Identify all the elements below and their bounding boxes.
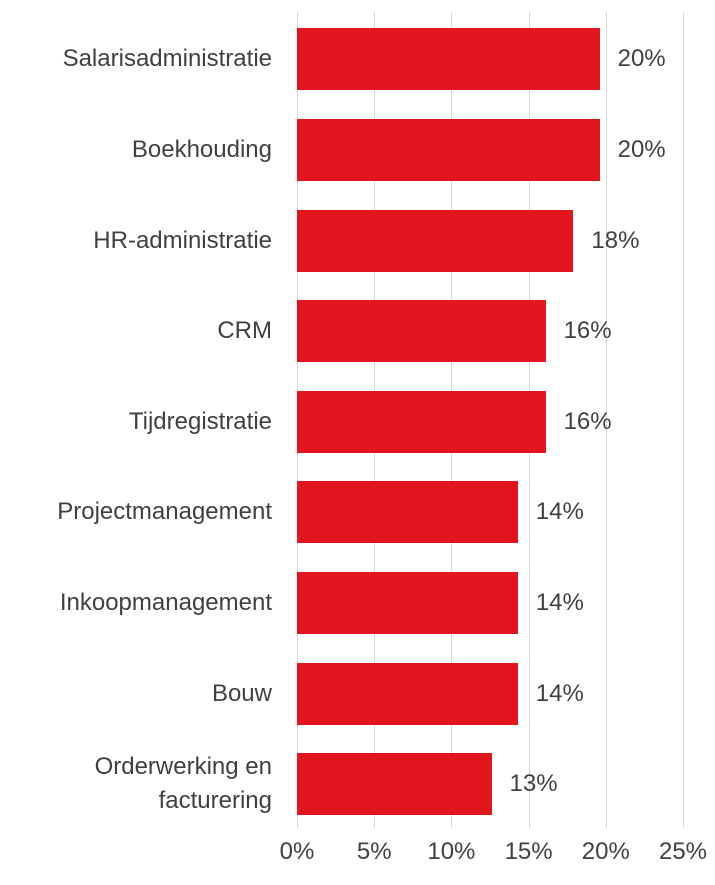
data-label: 18% <box>591 226 640 254</box>
x-tick-label: 15% <box>504 838 553 865</box>
x-tick-label: 5% <box>356 838 392 865</box>
bar <box>297 390 546 453</box>
data-label: 20% <box>617 45 666 73</box>
bar <box>297 571 518 634</box>
x-tick-label: 20% <box>581 838 630 865</box>
y-tick-label: Orderwerking en facturering <box>94 753 272 815</box>
data-label: 16% <box>563 407 612 435</box>
y-tick-label: Projectmanagement <box>57 498 272 526</box>
y-tick-label: Tijdregistratie <box>128 407 272 435</box>
bar <box>297 118 600 181</box>
y-tick-label: Inkoopmanagement <box>59 588 272 616</box>
y-tick-label: HR-administratie <box>93 226 272 254</box>
x-tick-label: 25% <box>658 838 708 865</box>
data-label: 20% <box>617 135 666 163</box>
bar <box>297 481 518 544</box>
bar <box>297 753 492 816</box>
x-tick-label: 0% <box>279 838 315 865</box>
bar <box>297 28 600 91</box>
grid-line <box>683 12 684 828</box>
bar <box>297 209 574 272</box>
grid-line <box>605 12 607 828</box>
bar <box>297 300 546 363</box>
y-tick-label: Bouw <box>211 679 272 707</box>
data-label: 14% <box>535 588 584 616</box>
data-label: 14% <box>535 498 584 526</box>
bar <box>297 662 518 725</box>
x-tick-label: 10% <box>427 838 476 865</box>
y-tick-label: CRM <box>217 317 272 345</box>
data-label: 16% <box>563 317 612 345</box>
data-label: 14% <box>535 679 584 707</box>
data-label: 13% <box>509 770 558 798</box>
y-tick-label: Salarisadministratie <box>62 45 272 73</box>
y-tick-label: Boekhouding <box>131 135 272 163</box>
